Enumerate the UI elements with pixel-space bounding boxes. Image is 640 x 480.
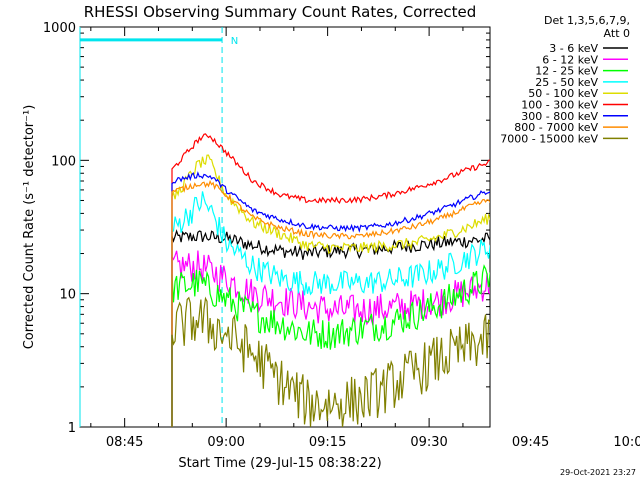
legend-header-line-2: Att 0	[604, 27, 630, 40]
series-line	[171, 296, 490, 427]
x-tick-label: 10:00	[613, 435, 640, 450]
legend-label: 300 - 800 keV	[521, 110, 598, 123]
series-group	[171, 133, 490, 427]
x-tick-label: 09:30	[410, 435, 447, 450]
series-line	[171, 171, 490, 427]
legend-label: 7000 - 15000 keV	[500, 132, 598, 145]
legend-label: 100 - 300 keV	[521, 99, 598, 112]
series-line	[171, 229, 490, 427]
x-tick-label: 09:45	[512, 435, 549, 450]
series-line	[171, 133, 490, 427]
chart-title: RHESSI Observing Summary Count Rates, Co…	[84, 3, 477, 21]
x-axis-label: Start Time (29-Jul-15 08:38:22)	[178, 456, 381, 471]
series-line	[171, 191, 490, 427]
footer-timestamp: 29-Oct-2021 23:27	[560, 468, 636, 477]
y-tick-label: 1000	[43, 21, 76, 36]
legend-label: 12 - 25 keV	[535, 65, 598, 78]
series-line	[171, 264, 490, 427]
x-tick-label: 08:45	[106, 435, 143, 450]
annotation-label: N	[231, 36, 238, 47]
series-line	[171, 250, 490, 427]
legend-label: 6 - 12 keV	[542, 53, 598, 66]
legend-label: 25 - 50 keV	[535, 76, 598, 89]
legend-label: 800 - 7000 keV	[514, 121, 598, 134]
legend-header-line-1: Det 1,3,5,6,7,9,	[544, 14, 630, 27]
legend-label: 50 - 100 keV	[528, 87, 598, 100]
y-tick-label: 100	[51, 154, 76, 169]
series-line	[171, 154, 490, 427]
y-tick-label: 1	[68, 421, 76, 436]
series-line	[171, 179, 490, 427]
y-axis-label: Corrected Count Rate (s⁻¹ detector⁻¹)	[22, 105, 37, 350]
y-tick-label: 10	[59, 288, 76, 303]
x-tick-label: 09:15	[309, 435, 346, 450]
x-tick-label: 09:00	[207, 435, 244, 450]
legend-label: 3 - 6 keV	[549, 42, 598, 55]
plot-area	[79, 26, 491, 428]
